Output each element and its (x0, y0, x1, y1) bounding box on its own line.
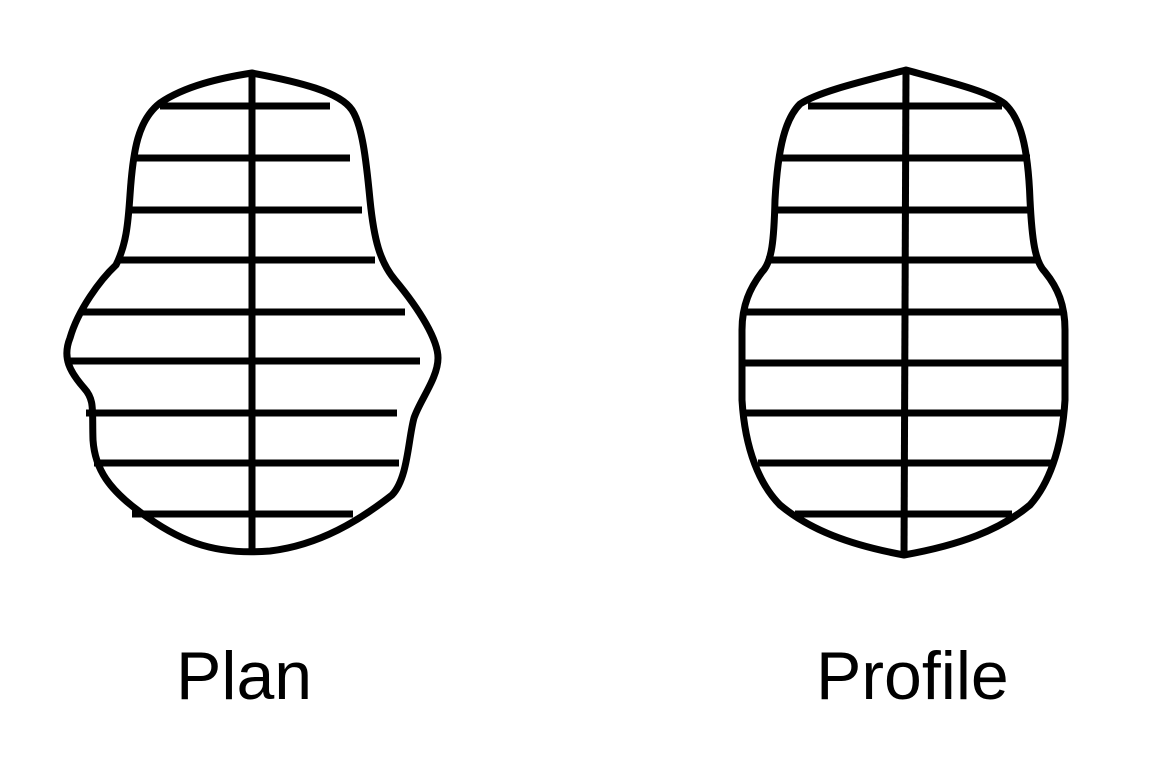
profile-caption: Profile (816, 638, 1009, 714)
profile-section-lines (742, 102, 1065, 518)
plan-outline (63, 69, 442, 556)
plan-caption: Plan (176, 638, 313, 714)
plan-section-lines (66, 102, 420, 518)
plan-figure (63, 69, 442, 556)
profile-figure (738, 66, 1069, 559)
